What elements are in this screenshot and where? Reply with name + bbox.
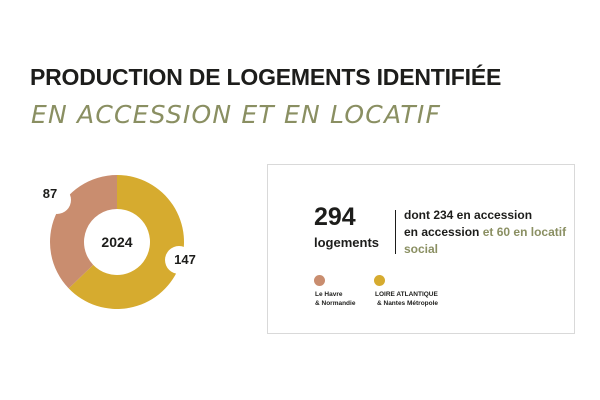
- slice-value-label-1: 147: [174, 252, 196, 267]
- total-unit: logements: [314, 235, 380, 250]
- donut-center-label: 2024: [101, 234, 132, 250]
- summary-detail: dont 234 en accession en accession et 60…: [404, 207, 569, 258]
- legend-le-havre-line-2: & Normandie: [315, 300, 356, 307]
- legend-label-le-havre: Le Havre & Normandie: [315, 290, 405, 308]
- page-title: PRODUCTION DE LOGEMENTS IDENTIFIÉE: [30, 64, 502, 90]
- label-notch-1: [165, 246, 193, 274]
- detail-line-1: dont 234 en accession: [404, 208, 533, 222]
- legend-loire-line-2: & Nantes Métropole: [377, 300, 439, 307]
- donut-slice-1: [68, 175, 184, 309]
- legend-dot-le-havre: [314, 275, 325, 286]
- detail-line-2: en accession: [404, 225, 480, 239]
- legend-loire-line-1: LOIRE ATLANTIQUE: [375, 291, 438, 298]
- label-notch-0: [43, 186, 71, 214]
- legend-dot-loire-atlantique: [374, 275, 385, 286]
- page-subtitle: EN ACCESSION ET EN LOCATIF: [31, 100, 442, 129]
- slice-value-label-0: 87: [43, 186, 57, 201]
- summary-divider: [395, 210, 396, 254]
- legend-label-loire-atlantique: LOIRE ATLANTIQUE & Nantes Métropole: [375, 290, 465, 308]
- donut-chart: 87 147 2024: [43, 175, 196, 309]
- summary-box: 294 logements dont 234 en accession en a…: [267, 164, 575, 334]
- total-count: 294: [314, 203, 356, 231]
- detail-accent: et 60 en locatif social: [404, 225, 567, 256]
- legend-le-havre-line-1: Le Havre: [315, 291, 343, 298]
